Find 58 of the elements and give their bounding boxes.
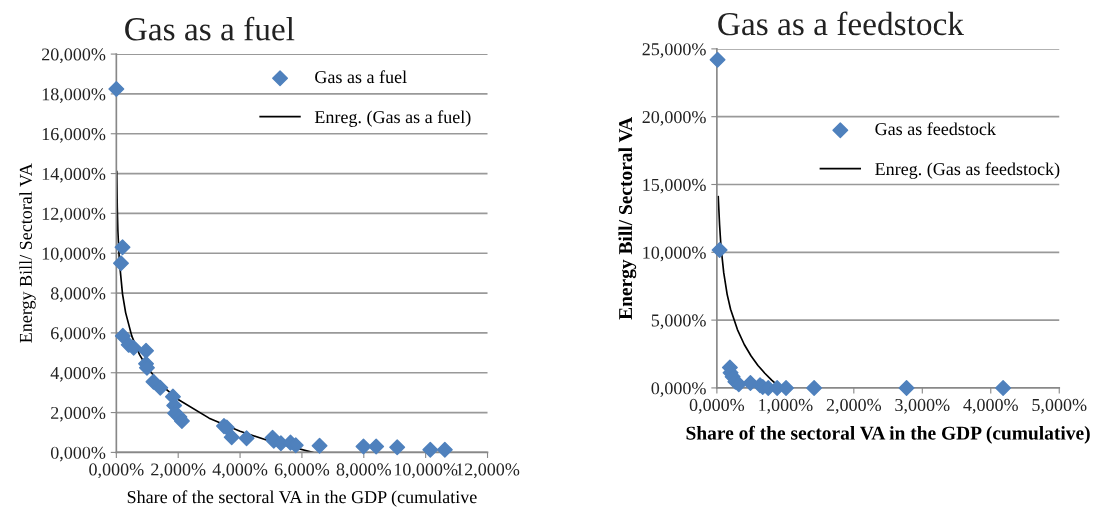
- x-tick-label: 1,000%: [759, 398, 813, 414]
- point: [436, 441, 453, 458]
- y-tick-label: 18,000%: [42, 88, 106, 103]
- y-tick-label: 6,000%: [51, 327, 106, 342]
- legend-label: Enreg. (Gas as feedstock): [875, 162, 1060, 179]
- y-tick-label: 5,000%: [651, 314, 706, 330]
- point: [114, 327, 131, 344]
- x-axis-title: Share of the sectoral VA in the GDP (cumulative): [686, 425, 1090, 444]
- point: [223, 429, 240, 446]
- chart-title: Gas as a feedstock: [718, 11, 964, 36]
- point: [711, 242, 728, 258]
- x-axis-title: Share of the sectoral VA in the GDP (cumulative: [127, 490, 477, 507]
- y-tick-label: 8,000%: [50, 287, 106, 303]
- x-tick-label: 0,000%: [689, 398, 745, 414]
- y-tick-label: 20,000%: [42, 48, 106, 64]
- point: [113, 255, 129, 272]
- y-tick-label: 0,000%: [651, 382, 706, 397]
- point: [114, 239, 131, 256]
- y-tick-label: 0,000%: [50, 446, 106, 462]
- point: [806, 379, 823, 396]
- x-tick-label: 5,000%: [1032, 398, 1087, 414]
- x-tick-label: 4,000%: [963, 398, 1018, 414]
- legend-label: Enreg. (Gas as a fuel): [314, 110, 471, 127]
- y-tick-label: 15,000%: [643, 178, 706, 194]
- point: [152, 379, 169, 396]
- point: [898, 379, 915, 396]
- point: [709, 51, 726, 68]
- x-tick-label: 0,000%: [89, 463, 144, 479]
- legend-label: Gas as feedstock: [875, 122, 996, 136]
- y-tick-label: 10,000%: [643, 246, 706, 262]
- point: [355, 438, 372, 455]
- legend-label: Gas as a fuel: [315, 70, 407, 84]
- chart-title: Gas as a fuel: [125, 16, 295, 41]
- x-tick-label: 10,000%: [394, 463, 458, 479]
- y-axis-title: Energy Bill/ Sectoral VA: [618, 117, 637, 320]
- x-tick-label: 2,000%: [826, 398, 882, 414]
- x-tick-label: 12,000%: [456, 463, 520, 479]
- point: [368, 438, 385, 455]
- point: [422, 441, 439, 458]
- y-tick-label: 10,000%: [42, 247, 106, 263]
- y-tick-label: 14,000%: [42, 167, 106, 183]
- point: [995, 379, 1012, 396]
- point: [238, 430, 255, 447]
- y-tick-label: 16,000%: [42, 128, 106, 143]
- y-tick-label: 12,000%: [42, 207, 106, 223]
- point: [138, 342, 155, 359]
- x-tick-label: 4,000%: [212, 463, 268, 479]
- y-tick-label: 4,000%: [50, 366, 106, 382]
- point: [389, 439, 406, 456]
- x-tick-label: 6,000%: [274, 463, 330, 479]
- x-tick-label: 2,000%: [151, 463, 206, 479]
- y-tick-label: 25,000%: [642, 43, 706, 58]
- y-tick-label: 20,000%: [642, 110, 706, 126]
- point: [311, 437, 328, 454]
- x-tick-label: 8,000%: [336, 463, 392, 479]
- x-tick-label: 3,000%: [895, 398, 950, 414]
- point: [108, 80, 125, 97]
- y-axis-title: Energy Bill/ Sectoral VA: [19, 163, 36, 343]
